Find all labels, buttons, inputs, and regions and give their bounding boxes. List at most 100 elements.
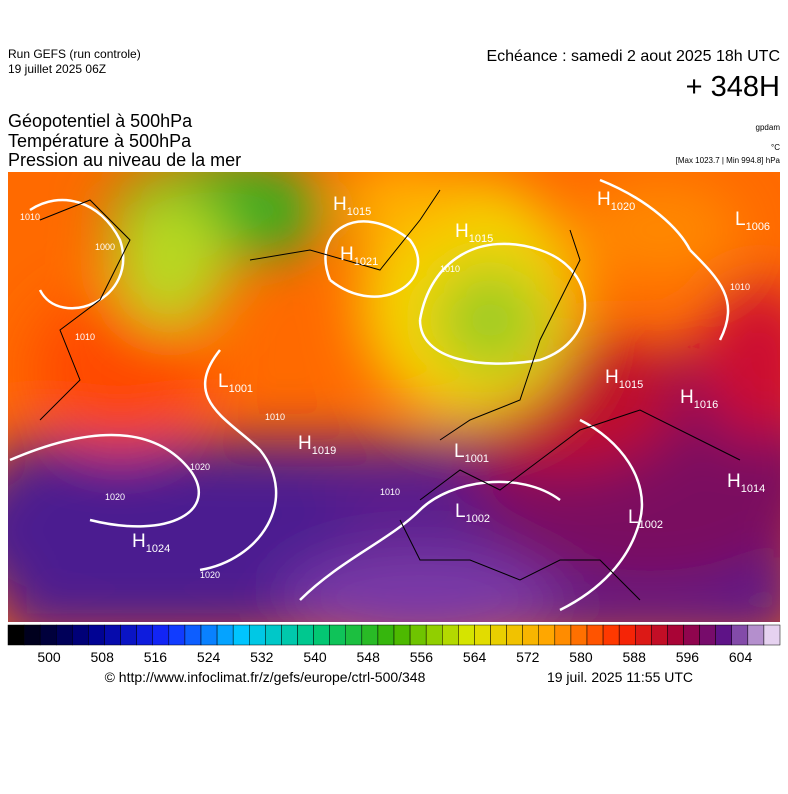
pressure-center: H1024 — [132, 531, 170, 555]
color-swatch — [393, 624, 411, 646]
color-swatch — [39, 624, 57, 646]
pressure-center: L1001 — [218, 371, 253, 395]
center-letter: L — [455, 501, 466, 522]
center-value: 1021 — [354, 256, 378, 268]
isobar-label: 1020 — [105, 492, 125, 502]
run: Run GEFS (run controle) — [8, 47, 141, 61]
color-swatch — [570, 624, 588, 646]
pressure-center: H1016 — [680, 387, 718, 411]
colorbar-label: 580 — [569, 649, 593, 665]
colorbar-label: 572 — [516, 649, 540, 665]
lead-time: + 348H — [686, 71, 780, 103]
center-value: 1016 — [694, 399, 718, 411]
center-letter: H — [727, 471, 741, 492]
color-swatch — [715, 624, 733, 646]
isobar-label: 1020 — [200, 570, 220, 580]
center-value: 1002 — [466, 513, 490, 525]
color-swatch — [763, 624, 781, 646]
colorbar-label: 596 — [676, 649, 700, 665]
color-swatch — [731, 624, 749, 646]
pressure-center: L1002 — [628, 507, 663, 531]
colorbar-label: 516 — [144, 649, 168, 665]
colorbar-label: 500 — [37, 649, 61, 665]
color-swatch — [168, 624, 186, 646]
pressure-center: H1021 — [340, 244, 378, 268]
title: Géopotentiel à 500hPa — [8, 111, 193, 131]
center-value: 1001 — [229, 383, 253, 395]
color-swatch — [104, 624, 121, 646]
center-value: 1015 — [619, 379, 643, 391]
pressure-center: H1015 — [605, 367, 643, 391]
center-value: 1015 — [347, 206, 371, 218]
color-swatch — [120, 624, 137, 646]
color-swatch — [699, 624, 716, 646]
color-swatch — [458, 624, 475, 646]
isobar-label: 1010 — [75, 332, 95, 342]
color-swatch — [72, 624, 89, 646]
color-swatch — [506, 624, 523, 646]
center-value: 1006 — [746, 221, 770, 233]
colorbar: 500 508 516 524 532 540 548 556 564 572 580 588 596 6… — [7, 624, 781, 665]
center-letter: L — [218, 371, 229, 392]
isobar-label: 1010 — [20, 212, 40, 222]
color-swatch — [232, 624, 250, 646]
colorbar-label: 540 — [303, 649, 327, 665]
color-swatch — [361, 624, 379, 646]
center-value: 1024 — [146, 543, 170, 555]
colorbar-label: 556 — [410, 649, 434, 665]
center-letter: L — [454, 441, 465, 462]
unit: [Max 1023.7 | Min 994.8] hPa — [676, 156, 781, 165]
color-swatch — [136, 624, 154, 646]
center-letter: H — [605, 367, 619, 388]
center-letter: H — [455, 221, 469, 242]
color-swatch — [747, 624, 765, 646]
color-swatch — [618, 624, 636, 646]
pressure-center: H1020 — [597, 189, 635, 213]
isobar-label: 1010 — [265, 412, 285, 422]
center-letter: H — [298, 433, 312, 454]
run-date: 19 juillet 2025 06Z — [8, 62, 106, 76]
color-swatch — [313, 624, 330, 646]
pressure-center: H1015 — [455, 221, 493, 245]
color-swatch — [651, 624, 668, 646]
color-swatch — [329, 624, 346, 646]
center-letter: H — [680, 387, 694, 408]
color-swatch — [409, 624, 427, 646]
color-swatch — [23, 624, 41, 646]
title: Pression au niveau de la mer — [8, 150, 241, 170]
color-swatch — [442, 624, 459, 646]
colorbar-label: 564 — [463, 649, 487, 665]
color-swatch — [490, 624, 507, 646]
color-swatch — [265, 624, 282, 646]
color-swatch — [297, 624, 314, 646]
pressure-center: L1001 — [454, 441, 489, 465]
center-value: 1001 — [465, 453, 489, 465]
color-swatch — [377, 624, 395, 646]
center-letter: L — [628, 507, 639, 528]
unit: gpdam — [756, 123, 781, 132]
center-letter: H — [333, 194, 347, 215]
pressure-center: L1006 — [735, 209, 770, 233]
isobar-label: 1020 — [190, 462, 210, 472]
color-swatch — [152, 624, 170, 646]
color-swatch — [602, 624, 620, 646]
colorbar-label: 604 — [729, 649, 753, 665]
color-swatch — [249, 624, 266, 646]
color-swatch — [88, 624, 105, 646]
colorbar-label: 524 — [197, 649, 221, 665]
color-swatch — [522, 624, 540, 646]
color-swatch — [216, 624, 234, 646]
center-value: 1015 — [469, 233, 493, 245]
isobar-label: 1010 — [380, 487, 400, 497]
color-swatch — [200, 624, 218, 646]
color-swatch — [345, 624, 363, 646]
color-swatch — [586, 624, 604, 646]
color-swatch — [7, 624, 25, 646]
color-swatch — [554, 624, 572, 646]
colorbar-label: 588 — [623, 649, 647, 665]
isobar-label: 1010 — [730, 282, 750, 292]
color-swatch — [474, 624, 491, 646]
center-letter: H — [340, 244, 354, 265]
